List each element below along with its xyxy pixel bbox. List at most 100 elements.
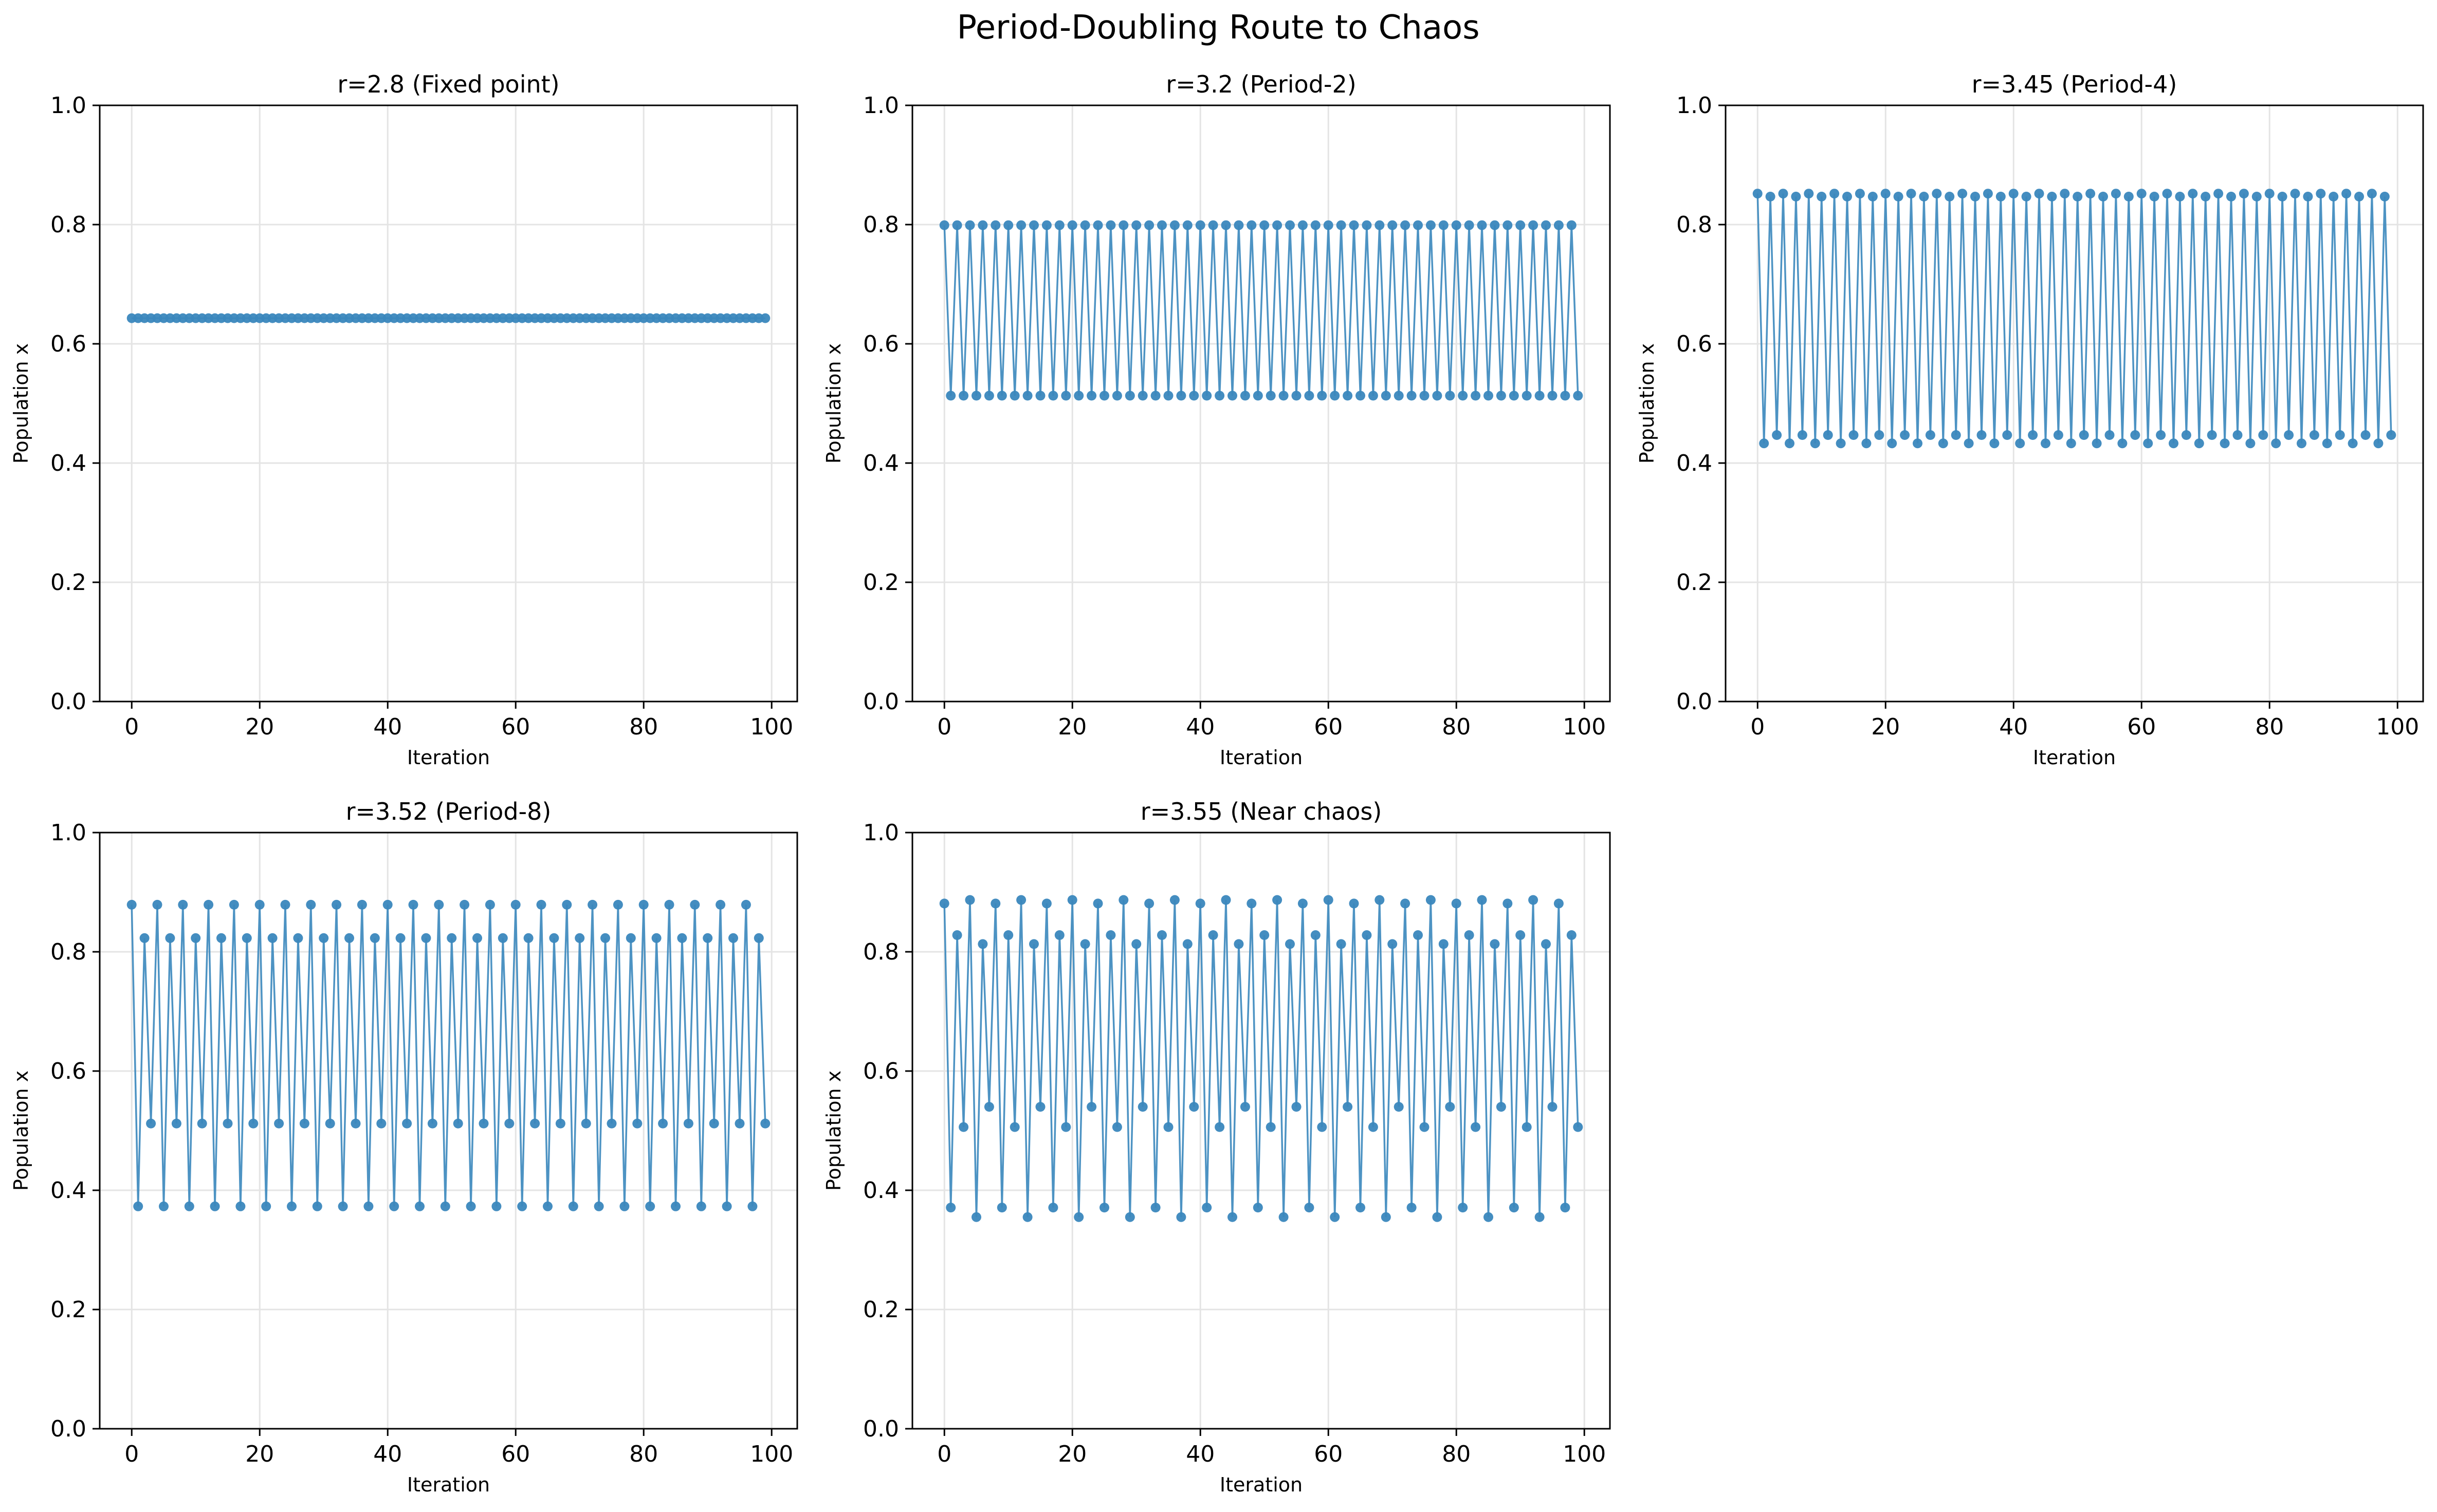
data-point	[1317, 391, 1327, 401]
data-point	[722, 1201, 732, 1211]
y-tick-label: 0.4	[50, 1177, 86, 1204]
data-point	[1278, 391, 1289, 401]
data-point	[498, 933, 508, 943]
data-point	[1419, 1122, 1430, 1132]
data-point	[1221, 895, 1231, 905]
y-tick-label: 0.2	[50, 569, 86, 596]
data-point	[2015, 438, 2025, 449]
series-line	[943, 225, 1579, 396]
data-point	[1202, 391, 1212, 401]
data-point	[1259, 220, 1270, 230]
data-point	[760, 313, 771, 323]
data-point	[1297, 220, 1308, 230]
data-point	[293, 933, 303, 943]
data-point	[389, 1201, 399, 1211]
x-tick-label: 100	[2376, 714, 2419, 740]
data-point	[1202, 1203, 1212, 1213]
y-tick-label: 0.4	[50, 450, 86, 476]
data-point	[466, 1201, 476, 1211]
data-point	[235, 1201, 246, 1211]
data-point	[1131, 220, 1142, 230]
data-point	[1093, 220, 1103, 230]
data-point	[1362, 220, 1372, 230]
data-point	[651, 933, 662, 943]
data-point	[965, 895, 975, 905]
data-point	[1195, 898, 1205, 909]
x-tick-label: 80	[629, 714, 658, 740]
data-point	[1995, 192, 2006, 201]
data-point	[1087, 391, 1097, 401]
data-point	[2194, 438, 2204, 449]
data-point	[2284, 430, 2294, 440]
data-point	[959, 1122, 969, 1132]
data-point	[1375, 895, 1385, 905]
y-tick-label: 0.6	[1676, 331, 1712, 357]
data-point	[363, 1201, 374, 1211]
data-point	[274, 1118, 284, 1129]
x-tick-label: 40	[373, 714, 402, 740]
data-point	[991, 898, 1001, 909]
data-point	[1759, 438, 1769, 449]
axes-frame	[99, 104, 798, 703]
data-point	[1087, 1102, 1097, 1112]
data-point	[2258, 430, 2268, 440]
data-point	[984, 1102, 994, 1112]
data-point	[1848, 430, 1859, 440]
data-point	[2098, 192, 2108, 201]
data-point	[2181, 430, 2191, 440]
data-point	[1029, 220, 1039, 230]
data-point	[747, 1201, 758, 1211]
data-point	[1509, 391, 1519, 401]
data-point	[1080, 939, 1090, 949]
data-point	[965, 220, 975, 230]
data-point	[427, 1118, 437, 1129]
axes-frame	[911, 832, 1611, 1430]
data-point	[2188, 189, 2198, 199]
x-axis-label: Iteration	[1220, 1473, 1303, 1496]
data-point	[1541, 939, 1551, 949]
data-point	[1189, 391, 1199, 401]
data-point	[1016, 220, 1027, 230]
data-point	[2066, 438, 2076, 449]
data-point	[671, 1201, 681, 1211]
data-point	[1291, 391, 1302, 401]
data-point	[479, 1118, 489, 1129]
data-point	[2207, 430, 2217, 440]
figure-title: Period-Doubling Route to Chaos	[957, 9, 1479, 47]
x-tick-label: 20	[1871, 714, 1900, 740]
data-point	[2379, 192, 2390, 201]
data-point	[299, 1118, 309, 1129]
y-tick-label: 0.2	[1676, 569, 1712, 596]
data-point	[1343, 1102, 1353, 1112]
y-tick-label: 0.0	[863, 689, 899, 715]
data-point	[1855, 189, 1865, 199]
data-point	[1791, 192, 1801, 201]
data-point	[1976, 430, 1987, 440]
data-point	[1234, 220, 1244, 230]
series-line	[943, 900, 1579, 1218]
data-point	[619, 1201, 630, 1211]
x-axis-label: Iteration	[2033, 746, 2116, 769]
data-point	[1150, 1203, 1161, 1213]
data-point	[472, 933, 482, 943]
data-point	[600, 933, 610, 943]
data-point	[1989, 438, 2000, 449]
data-point	[760, 1118, 771, 1129]
data-point	[395, 933, 406, 943]
data-point	[223, 1118, 233, 1129]
series-line	[1756, 193, 2392, 444]
data-point	[2053, 430, 2063, 440]
data-point	[1253, 1203, 1263, 1213]
data-point	[1291, 1102, 1302, 1112]
x-tick-label: 20	[1058, 1441, 1087, 1467]
data-point	[1778, 189, 1788, 199]
x-tick-label: 80	[2255, 714, 2284, 740]
data-point	[658, 1118, 668, 1129]
data-point	[1387, 220, 1398, 230]
data-point	[1003, 930, 1014, 940]
data-point	[1451, 898, 1461, 909]
data-point	[562, 899, 572, 910]
data-point	[1234, 939, 1244, 949]
data-point	[344, 933, 354, 943]
data-point	[1061, 391, 1071, 401]
